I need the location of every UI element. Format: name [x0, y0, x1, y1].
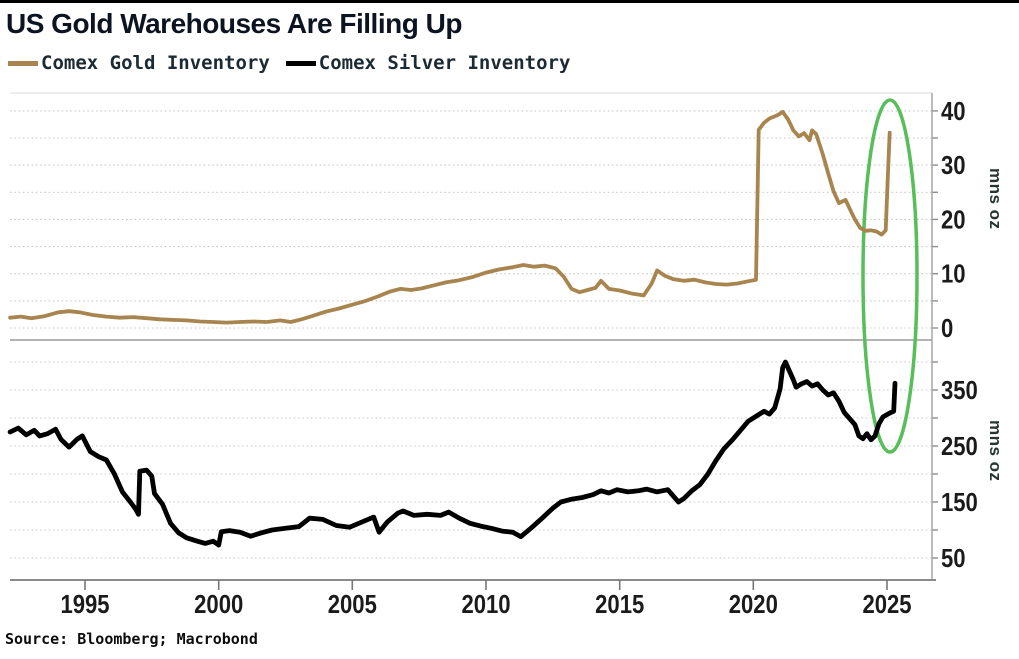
silver-line-swatch	[285, 60, 316, 66]
y-tick-label: 0	[941, 314, 953, 343]
y-tick-label: 350	[941, 376, 978, 405]
silver-line	[7, 359, 898, 548]
y-tick-label: 150	[941, 488, 978, 517]
gold-line	[8, 110, 892, 325]
source-note: Source: Bloomberg; Macrobond	[5, 630, 258, 648]
y-tick-label: 20	[941, 206, 966, 235]
silver-y-axis-unit-label: mns oz	[986, 420, 1005, 482]
highlight-ellipse	[861, 98, 919, 454]
y-tick-label: 40	[941, 97, 966, 126]
x-tick-label: 2005	[328, 590, 377, 619]
chart-title: US Gold Warehouses Are Filling Up	[6, 8, 462, 39]
x-tick-label: 2000	[194, 590, 243, 619]
y-tick-label: 250	[941, 432, 978, 461]
legend: Comex Gold Inventory Comex Silver Invent…	[8, 52, 570, 74]
y-tick-label: 50	[941, 544, 966, 573]
x-tick-label: 2020	[729, 590, 778, 619]
x-tick-label: 2025	[862, 590, 911, 619]
gold-y-axis-unit-label: mns oz	[986, 168, 1005, 230]
gold-line-swatch	[8, 60, 38, 66]
legend-item-gold: Comex Gold Inventory	[8, 52, 270, 74]
y-tick-label: 30	[941, 151, 966, 180]
legend-item-silver: Comex Silver Inventory	[285, 52, 571, 74]
x-tick-label: 1995	[60, 590, 109, 619]
legend-label-silver: Comex Silver Inventory	[318, 52, 571, 74]
x-tick-label: 2010	[461, 590, 510, 619]
legend-label-gold: Comex Gold Inventory	[41, 52, 270, 74]
x-tick-label: 2015	[595, 590, 644, 619]
top-border-rule	[0, 0, 1019, 3]
y-tick-label: 10	[941, 260, 966, 289]
